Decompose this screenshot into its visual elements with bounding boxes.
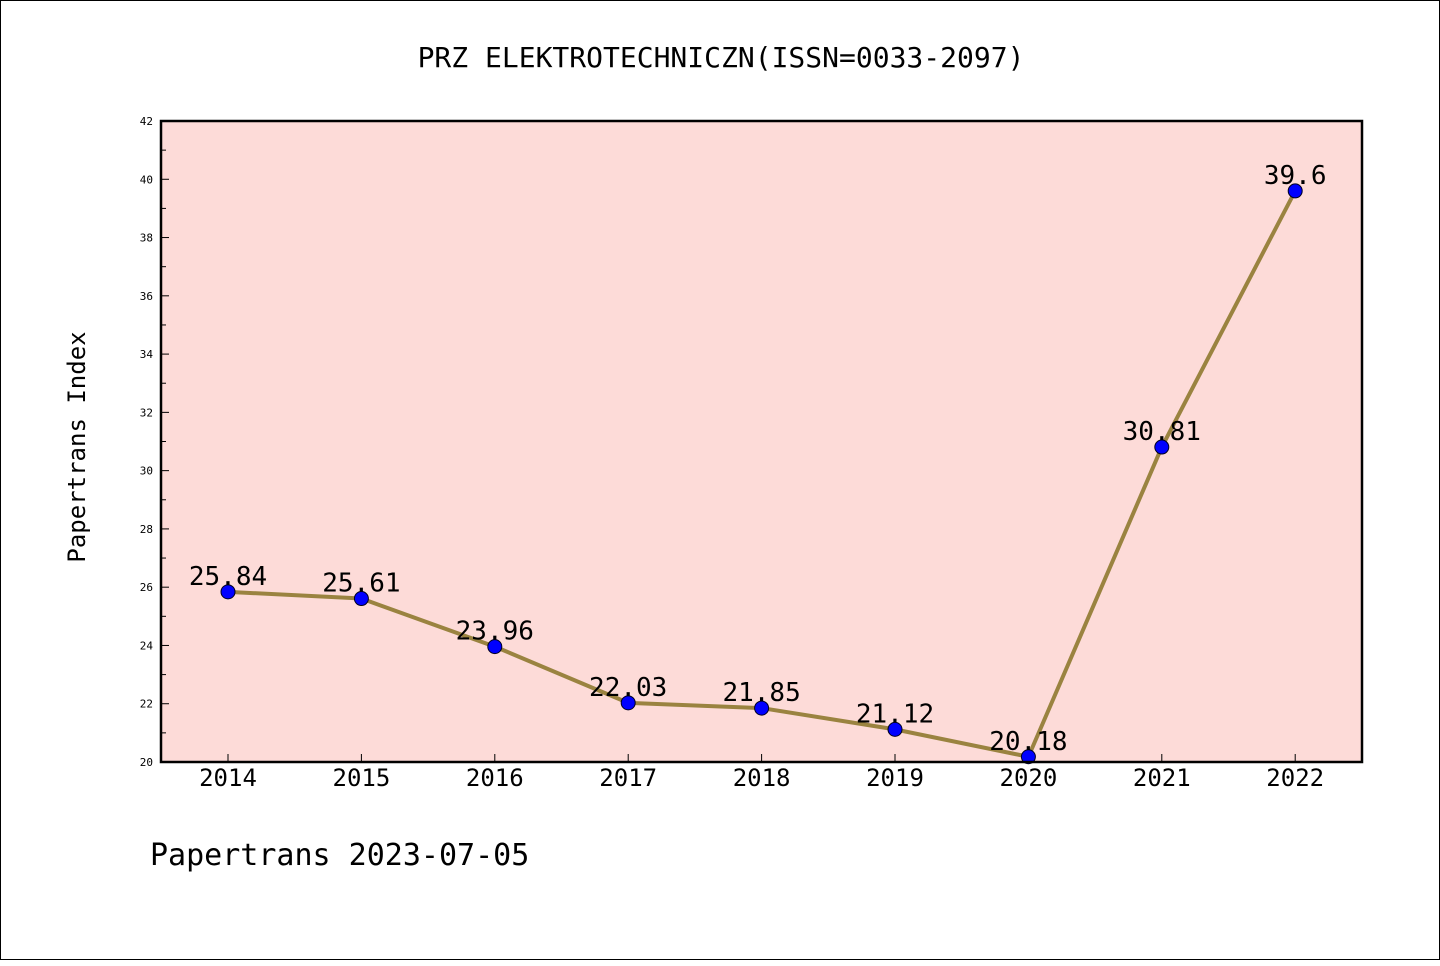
footer-caption: Papertrans 2023-07-05 [150, 838, 529, 873]
y-tick-label: 38 [140, 232, 153, 245]
data-point [1287, 183, 1303, 199]
y-tick-label: 24 [140, 639, 154, 652]
data-point [887, 721, 903, 737]
data-label: 23.96 [456, 617, 534, 647]
data-label: 20.18 [989, 727, 1067, 757]
x-tick-label: 2020 [1000, 764, 1058, 792]
x-tick-label: 2021 [1133, 764, 1191, 792]
y-tick-label: 36 [140, 290, 153, 303]
data-label: 21.12 [856, 699, 934, 729]
y-axis-label: Papertrans Index [63, 331, 91, 562]
data-point [1154, 439, 1170, 455]
data-labels: 25.84 25.61 23.96 22.03 21.85 21.12 20.18 30.81… [189, 161, 1327, 757]
x-tick-label: 2015 [333, 764, 391, 792]
x-tick-label: 2019 [866, 764, 924, 792]
y-tick-label: 34 [140, 348, 154, 361]
x-axis-ticks: 2014 2015 2016 2017 2018 2019 2020 2021 2022 [199, 754, 1324, 792]
data-point [754, 700, 770, 716]
x-tick-label: 2016 [466, 764, 524, 792]
y-tick-label: 28 [140, 523, 153, 536]
x-tick-label: 2022 [1266, 764, 1324, 792]
data-label: 30.81 [1123, 417, 1201, 447]
data-label: 22.03 [589, 673, 667, 703]
y-tick-label: 42 [140, 115, 153, 128]
data-label: 25.61 [322, 569, 400, 599]
data-point [353, 591, 369, 607]
y-tick-label: 20 [140, 756, 153, 769]
plot-border [159, 119, 1364, 764]
x-tick-label: 2018 [733, 764, 791, 792]
data-label: 39.6 [1264, 161, 1327, 191]
data-point [220, 584, 236, 600]
data-point [1020, 749, 1036, 765]
data-point [620, 695, 636, 711]
y-tick-label: 26 [140, 581, 153, 594]
data-label: 21.85 [722, 678, 800, 708]
y-tick-label: 32 [140, 406, 153, 419]
y-axis-ticks: 20 22 24 26 28 30 32 34 36 38 40 42 [140, 115, 169, 769]
y-tick-label: 30 [140, 465, 153, 478]
data-point [487, 639, 503, 655]
data-label: 25.84 [189, 562, 267, 592]
y-tick-label: 22 [140, 698, 153, 711]
x-tick-label: 2017 [599, 764, 657, 792]
series-group [220, 183, 1303, 765]
x-tick-label: 2014 [199, 764, 257, 792]
chart-title: PRZ ELEKTROTECHNICZN(ISSN=0033-2097) [418, 41, 1025, 74]
y-tick-label: 40 [140, 173, 153, 186]
